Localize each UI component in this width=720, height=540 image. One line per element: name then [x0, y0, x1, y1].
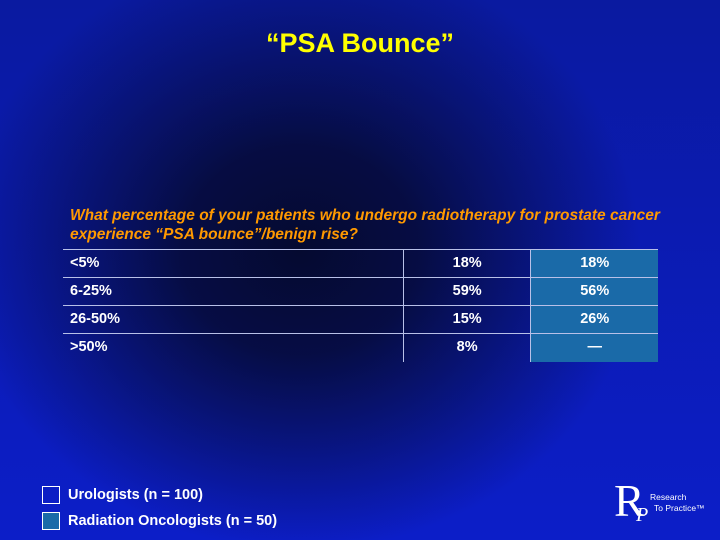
- legend-item-urologists: Urologists (n = 100): [42, 484, 277, 506]
- logo-line-2: To Practice™: [654, 503, 705, 513]
- legend-label: Radiation Oncologists (n = 50): [68, 513, 278, 529]
- radiation-oncologists-value: 26%: [530, 306, 658, 333]
- survey-question: What percentage of your patients who und…: [70, 207, 660, 243]
- row-label: <5%: [70, 255, 100, 271]
- legend: Urologists (n = 100) Radiation Oncologis…: [42, 484, 277, 536]
- logo-letter-r: R: [614, 475, 645, 526]
- row-label: 26-50%: [70, 311, 120, 327]
- slide-title: “PSA Bounce”: [265, 28, 455, 58]
- logo-letter-p: P: [636, 504, 649, 526]
- table-row: 26-50% 15% 26%: [63, 306, 658, 334]
- results-table: <5% 18% 18% 6-25% 59% 56% 26-50% 15% 26%…: [63, 249, 658, 362]
- table-row: 6-25% 59% 56%: [63, 278, 658, 306]
- radiation-oncologists-value: —: [530, 334, 658, 362]
- legend-item-radiation-oncologists: Radiation Oncologists (n = 50): [42, 510, 277, 532]
- table-row: >50% 8% —: [63, 334, 658, 362]
- urologists-swatch: [42, 486, 60, 504]
- radiation-oncologists-swatch: [42, 512, 60, 530]
- logo-text: Research To Practice™: [650, 492, 705, 514]
- radiation-oncologists-value: 56%: [530, 278, 658, 305]
- logo-line-1: Research: [650, 492, 687, 502]
- table-row: <5% 18% 18%: [63, 250, 658, 278]
- row-label: >50%: [70, 339, 108, 355]
- urologists-value: 18%: [402, 250, 531, 277]
- radiation-oncologists-value: 18%: [530, 250, 658, 277]
- urologists-value: 8%: [402, 334, 531, 362]
- urologists-value: 59%: [402, 278, 531, 305]
- research-to-practice-logo: R P Research To Practice™: [614, 478, 714, 534]
- legend-label: Urologists (n = 100): [68, 487, 203, 503]
- urologists-value: 15%: [402, 306, 531, 333]
- row-label: 6-25%: [70, 283, 112, 299]
